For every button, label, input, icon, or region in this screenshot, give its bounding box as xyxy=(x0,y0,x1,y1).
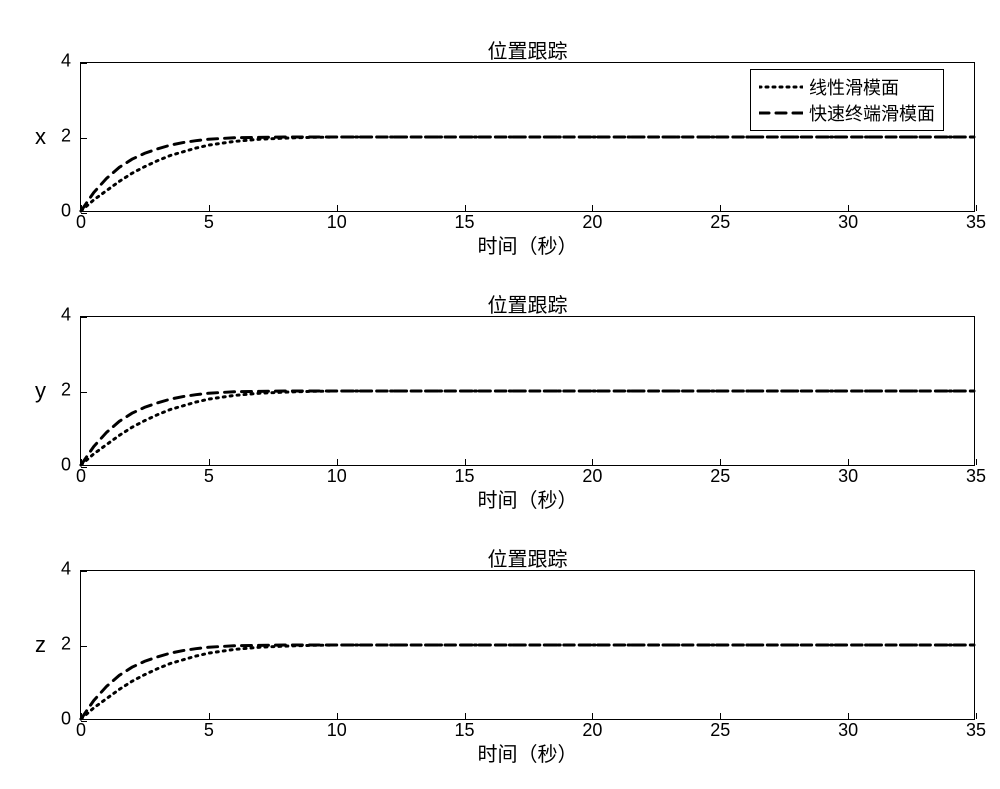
xtick-label: 10 xyxy=(327,212,347,233)
xtick-label: 35 xyxy=(966,720,986,741)
xtick-label: 30 xyxy=(838,466,858,487)
figure: 位置跟踪时间（秒）x05101520253035024线性滑模面快速终端滑模面位… xyxy=(0,0,1000,789)
xtick-label: 25 xyxy=(710,466,730,487)
subplot-1: 位置跟踪时间（秒）y05101520253035024 xyxy=(80,316,975,466)
x-axis-label: 时间（秒） xyxy=(81,230,974,259)
xtick-label: 35 xyxy=(966,212,986,233)
xtick-label: 30 xyxy=(838,720,858,741)
series-line-dashed xyxy=(81,391,974,465)
xtick-label: 20 xyxy=(582,720,602,741)
subplot-2: 位置跟踪时间（秒）z05101520253035024 xyxy=(80,570,975,720)
plot-area: 位置跟踪时间（秒）y05101520253035024 xyxy=(80,316,975,466)
legend-label: 线性滑模面 xyxy=(809,74,899,100)
chart-title: 位置跟踪 xyxy=(81,289,974,318)
xtick-label: 15 xyxy=(455,720,475,741)
chart-title: 位置跟踪 xyxy=(81,35,974,64)
xtick-label: 20 xyxy=(582,466,602,487)
xtick-label: 5 xyxy=(204,466,214,487)
series-line-dotted xyxy=(81,137,974,211)
ytick-label: 4 xyxy=(61,559,71,580)
xtick-label: 30 xyxy=(838,212,858,233)
xtick-label: 25 xyxy=(710,720,730,741)
y-axis-label: z xyxy=(35,632,46,658)
plot-lines xyxy=(81,571,974,719)
x-axis-label: 时间（秒） xyxy=(81,484,974,513)
series-line-dotted xyxy=(81,391,974,465)
legend-label: 快速终端滑模面 xyxy=(809,100,935,126)
xtick-label: 35 xyxy=(966,466,986,487)
ytick-label: 0 xyxy=(61,709,71,730)
xtick-mark xyxy=(976,205,977,211)
xtick-label: 0 xyxy=(76,466,86,487)
xtick-mark xyxy=(976,713,977,719)
series-line-dotted xyxy=(81,645,974,719)
ytick-label: 2 xyxy=(61,380,71,401)
ytick-mark xyxy=(81,213,87,214)
y-axis-label: y xyxy=(35,378,46,404)
plot-area: 位置跟踪时间（秒）x05101520253035024线性滑模面快速终端滑模面 xyxy=(80,62,975,212)
xtick-label: 20 xyxy=(582,212,602,233)
xtick-label: 5 xyxy=(204,720,214,741)
xtick-label: 10 xyxy=(327,466,347,487)
xtick-label: 5 xyxy=(204,212,214,233)
xtick-label: 10 xyxy=(327,720,347,741)
y-axis-label: x xyxy=(35,124,46,150)
ytick-mark xyxy=(81,467,87,468)
xtick-label: 0 xyxy=(76,720,86,741)
legend-item: 快速终端滑模面 xyxy=(759,100,935,126)
xtick-label: 15 xyxy=(455,466,475,487)
chart-title: 位置跟踪 xyxy=(81,543,974,572)
subplot-0: 位置跟踪时间（秒）x05101520253035024线性滑模面快速终端滑模面 xyxy=(80,62,975,212)
plot-lines xyxy=(81,317,974,465)
xtick-mark xyxy=(976,459,977,465)
plot-area: 位置跟踪时间（秒）z05101520253035024 xyxy=(80,570,975,720)
legend-swatch-dashed xyxy=(759,103,803,124)
ytick-label: 4 xyxy=(61,305,71,326)
legend: 线性滑模面快速终端滑模面 xyxy=(750,69,944,131)
xtick-label: 15 xyxy=(455,212,475,233)
x-axis-label: 时间（秒） xyxy=(81,738,974,767)
xtick-label: 25 xyxy=(710,212,730,233)
ytick-mark xyxy=(81,721,87,722)
series-line-dashed xyxy=(81,137,974,211)
ytick-label: 0 xyxy=(61,455,71,476)
ytick-label: 0 xyxy=(61,201,71,222)
ytick-label: 2 xyxy=(61,126,71,147)
ytick-label: 4 xyxy=(61,51,71,72)
ytick-label: 2 xyxy=(61,634,71,655)
legend-swatch-dotted xyxy=(759,77,803,98)
xtick-label: 0 xyxy=(76,212,86,233)
legend-item: 线性滑模面 xyxy=(759,74,935,100)
series-line-dashed xyxy=(81,645,974,719)
